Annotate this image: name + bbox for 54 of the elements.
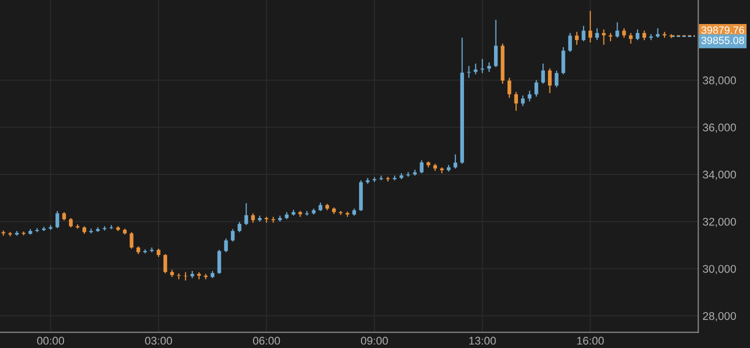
x-tick-label: 00:00 bbox=[37, 336, 64, 345]
candlestick bbox=[480, 58, 484, 74]
candlestick bbox=[568, 32, 572, 52]
candlestick bbox=[454, 154, 458, 170]
y-tick-label: 34,000 bbox=[702, 170, 736, 180]
x-tick-label: 16:00 bbox=[577, 336, 604, 345]
ref-line-label: 39879.76 bbox=[701, 26, 744, 34]
candlestick bbox=[520, 94, 525, 107]
y-tick-label: 30,000 bbox=[702, 264, 736, 274]
candlestick bbox=[238, 221, 242, 233]
candlestick bbox=[554, 70, 558, 88]
candlestick bbox=[163, 254, 168, 274]
candlestick bbox=[548, 68, 552, 94]
candlestick bbox=[251, 212, 255, 224]
candlestick bbox=[176, 272, 181, 280]
candlestick bbox=[271, 216, 276, 224]
candlestick bbox=[68, 217, 73, 228]
candlestick bbox=[420, 160, 424, 174]
x-tick-label: 13:00 bbox=[469, 336, 496, 345]
candlestick bbox=[541, 63, 545, 84]
candlestick bbox=[602, 28, 606, 46]
candlestick bbox=[494, 19, 498, 68]
candlestick bbox=[628, 32, 633, 44]
candlestick bbox=[224, 238, 228, 253]
candlestick bbox=[582, 25, 586, 42]
x-tick-label: 09:00 bbox=[360, 336, 388, 345]
y-tick-label: 36,000 bbox=[702, 124, 736, 133]
candlestick bbox=[561, 46, 566, 75]
candlestick bbox=[487, 62, 491, 72]
candlestick bbox=[217, 249, 222, 274]
ref-line-label: 39855.08 bbox=[701, 36, 744, 44]
candlestick bbox=[507, 77, 512, 98]
candlestick bbox=[574, 31, 579, 46]
candlestick bbox=[258, 215, 262, 222]
x-tick-label: 03:00 bbox=[145, 336, 172, 345]
x-tick-label: 06:00 bbox=[253, 336, 280, 345]
candlestick bbox=[534, 80, 538, 98]
candlestick bbox=[55, 210, 60, 229]
candlestick bbox=[244, 202, 248, 226]
candlestick bbox=[130, 232, 134, 250]
y-tick-label: 32,000 bbox=[702, 218, 736, 228]
candlestick bbox=[474, 63, 478, 75]
candlestick bbox=[528, 90, 532, 102]
candlestick bbox=[588, 10, 592, 43]
candlestick bbox=[230, 228, 235, 242]
y-tick-label: 38,000 bbox=[702, 76, 736, 86]
candlestick bbox=[622, 28, 626, 38]
candlestick bbox=[636, 28, 640, 41]
candlestick bbox=[514, 91, 518, 112]
candlestick bbox=[595, 28, 599, 41]
candlestick bbox=[642, 30, 646, 41]
y-tick-label: 28,000 bbox=[702, 312, 736, 322]
candlestick bbox=[656, 28, 660, 38]
candlestick bbox=[615, 22, 620, 38]
